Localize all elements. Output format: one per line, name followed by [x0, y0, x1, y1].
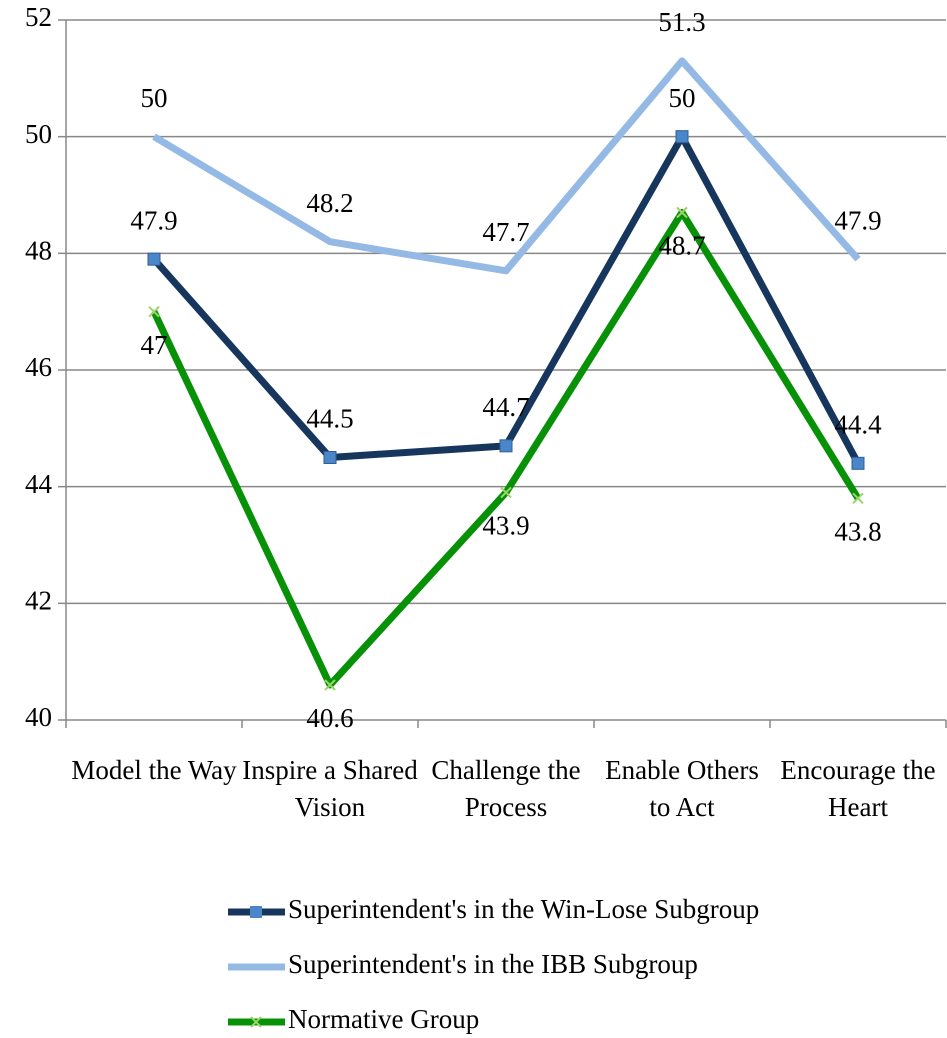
- data-label: 47.9: [130, 205, 177, 235]
- marker: [499, 439, 513, 453]
- marker: [675, 130, 689, 144]
- marker: [323, 451, 337, 464]
- y-tick-label: 52: [25, 2, 52, 32]
- marker: [851, 456, 865, 470]
- y-tick-label: 46: [25, 352, 52, 382]
- legend-label: Superintendent's in the IBB Subgroup: [288, 949, 698, 979]
- legend-marker: [250, 1016, 262, 1028]
- x-tick-label: Inspire a Shared Vision: [242, 755, 418, 822]
- data-label: 47: [141, 330, 168, 360]
- data-label: 43.8: [834, 517, 881, 547]
- y-tick-label: 44: [25, 469, 53, 499]
- data-label: 48.2: [306, 188, 353, 218]
- x-tick-label: Challenge the Process: [431, 755, 581, 822]
- series-line: [152, 57, 861, 275]
- marker: [324, 679, 336, 691]
- y-tick-label: 48: [25, 236, 52, 266]
- legend-marker: [250, 906, 262, 918]
- data-label: 50: [141, 83, 168, 113]
- marker: [148, 305, 160, 318]
- legend-label: Superintendent's in the Win-Lose Subgrou…: [288, 894, 759, 924]
- marker: [852, 492, 864, 505]
- marker: [147, 252, 161, 266]
- data-label: 44.5: [306, 404, 353, 434]
- data-label: 44.4: [834, 410, 882, 440]
- data-label: 47.9: [834, 205, 881, 235]
- data-label: 43.9: [482, 511, 529, 541]
- y-tick-label: 42: [25, 586, 52, 616]
- y-tick-label: 50: [25, 119, 52, 149]
- x-tick-label: Enable Others to Act: [605, 755, 759, 822]
- data-label: 44.7: [482, 392, 529, 422]
- x-tick-label: Encourage the Heart: [780, 755, 936, 822]
- marker: [676, 206, 688, 219]
- data-label: 50: [669, 83, 696, 113]
- data-label: 40.6: [306, 703, 353, 733]
- y-tick-label: 40: [25, 702, 52, 732]
- marker: [500, 486, 512, 499]
- legend-label: Normative Group: [288, 1004, 479, 1034]
- data-label: 47.7: [482, 217, 529, 247]
- x-tick-label: Model the Way: [71, 755, 237, 785]
- data-label: 48.7: [658, 231, 705, 261]
- data-label: 51.3: [658, 7, 705, 37]
